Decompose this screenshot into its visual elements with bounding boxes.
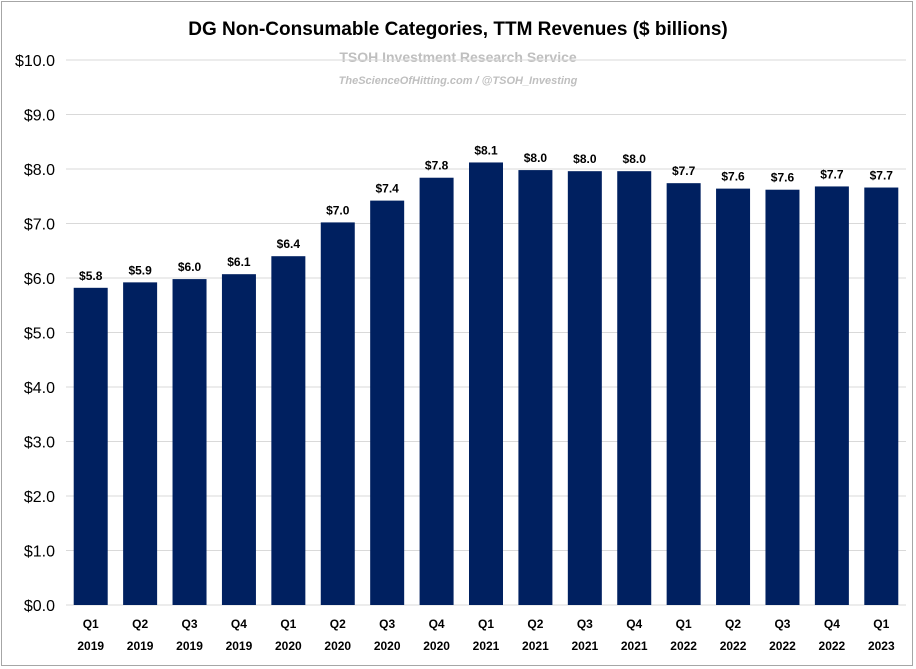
data-label: $7.0	[326, 203, 350, 217]
data-label: $5.8	[79, 269, 103, 283]
y-tick-label: $9.0	[24, 108, 55, 125]
y-axis: $0.0 $1.0 $2.0 $3.0 $4.0 $5.0 $6.0 $7.0 $8.0 $9.0…	[15, 53, 55, 615]
y-tick-label: $0.0	[24, 598, 55, 615]
y-tick-label: $3.0	[24, 435, 55, 452]
bar	[172, 279, 207, 605]
x-tick-label-quarter: Q3	[182, 617, 198, 631]
y-tick-label: $6.0	[24, 271, 55, 288]
bar	[864, 187, 899, 605]
watermark-line1: TSOH Investment Research Service	[339, 49, 577, 65]
x-tick-label-year: 2020	[275, 639, 302, 653]
x-tick-label-year: 2021	[571, 639, 598, 653]
x-tick-label-quarter: Q2	[132, 617, 148, 631]
x-tick-label-quarter: Q2	[330, 617, 346, 631]
bar	[419, 177, 454, 605]
x-tick-label-quarter: Q1	[478, 617, 494, 631]
x-tick-label-quarter: Q3	[774, 617, 790, 631]
bars	[73, 162, 899, 606]
x-tick-label-quarter: Q2	[527, 617, 543, 631]
bar	[469, 162, 503, 605]
data-label: $7.7	[820, 167, 844, 181]
x-tick-label-quarter: Q4	[429, 617, 445, 631]
bar	[765, 189, 800, 605]
bar	[271, 256, 306, 605]
data-label: $5.9	[128, 263, 152, 277]
x-tick-label-year: 2021	[473, 639, 500, 653]
y-tick-label: $4.0	[24, 380, 55, 397]
x-tick-label-quarter: Q3	[379, 617, 395, 631]
x-tick-label-quarter: Q1	[873, 617, 889, 631]
bar	[567, 171, 602, 605]
bar	[814, 186, 849, 605]
bar	[320, 222, 355, 605]
data-label: $6.0	[178, 260, 202, 274]
watermark-line2: TheScienceOfHitting.com / @TSOH_Investin…	[339, 75, 578, 87]
bar	[370, 200, 405, 606]
x-tick-label-year: 2020	[324, 639, 351, 653]
y-tick-label: $7.0	[24, 217, 55, 234]
y-tick-label: $2.0	[24, 489, 55, 506]
x-tick-label-year: 2023	[868, 639, 895, 653]
data-label: $7.7	[870, 169, 894, 183]
x-tick-label-year: 2020	[374, 639, 401, 653]
x-tick-label-quarter: Q1	[280, 617, 296, 631]
x-tick-label-quarter: Q2	[725, 617, 741, 631]
data-label: $8.0	[623, 152, 647, 166]
x-tick-label-quarter: Q3	[577, 617, 593, 631]
y-tick-label: $8.0	[24, 162, 55, 179]
y-tick-label: $10.0	[15, 53, 55, 70]
data-label: $7.6	[771, 171, 795, 185]
x-tick-label-quarter: Q4	[231, 617, 247, 631]
data-label: $7.8	[425, 159, 449, 173]
x-tick-label-year: 2022	[769, 639, 796, 653]
data-label: $7.6	[721, 170, 745, 184]
x-tick-label-year: 2019	[176, 639, 203, 653]
x-tick-label-year: 2022	[819, 639, 846, 653]
bar	[123, 282, 158, 605]
x-tick-label-year: 2021	[522, 639, 549, 653]
bar	[73, 287, 108, 605]
data-label: $7.4	[375, 182, 399, 196]
x-tick-label-quarter: Q4	[824, 617, 840, 631]
data-label: $8.0	[573, 152, 597, 166]
x-axis: Q1 2019 Q2 2019 Q3 2019 Q4 2019 Q1 2020 Q2 2020 Q3 20…	[77, 617, 895, 653]
data-label: $7.7	[672, 164, 696, 178]
bar	[518, 170, 553, 605]
x-tick-label-quarter: Q4	[626, 617, 642, 631]
data-label: $6.4	[277, 237, 301, 251]
x-tick-label-quarter: Q1	[83, 617, 99, 631]
data-labels: $5.8 $5.9 $6.0 $6.1 $6.4 $7.0 $7.4 $7.8 $8.1 $8.0…	[79, 143, 893, 282]
x-tick-label-year: 2019	[127, 639, 154, 653]
x-tick-label-year: 2022	[720, 639, 747, 653]
x-tick-label-year: 2021	[621, 639, 648, 653]
y-tick-label: $5.0	[24, 326, 55, 343]
x-tick-label-year: 2022	[670, 639, 697, 653]
bar	[716, 188, 751, 605]
bar	[221, 274, 256, 605]
data-label: $8.0	[524, 151, 548, 165]
x-tick-label-year: 2020	[423, 639, 450, 653]
chart-title: DG Non-Consumable Categories, TTM Revenu…	[188, 19, 727, 40]
data-label: $6.1	[227, 255, 251, 269]
bar	[617, 171, 652, 605]
data-label: $8.1	[474, 143, 498, 157]
y-tick-label: $1.0	[24, 544, 55, 561]
x-tick-label-year: 2019	[226, 639, 253, 653]
bar	[666, 183, 701, 606]
x-tick-label-year: 2019	[77, 639, 104, 653]
x-tick-label-quarter: Q1	[676, 617, 692, 631]
